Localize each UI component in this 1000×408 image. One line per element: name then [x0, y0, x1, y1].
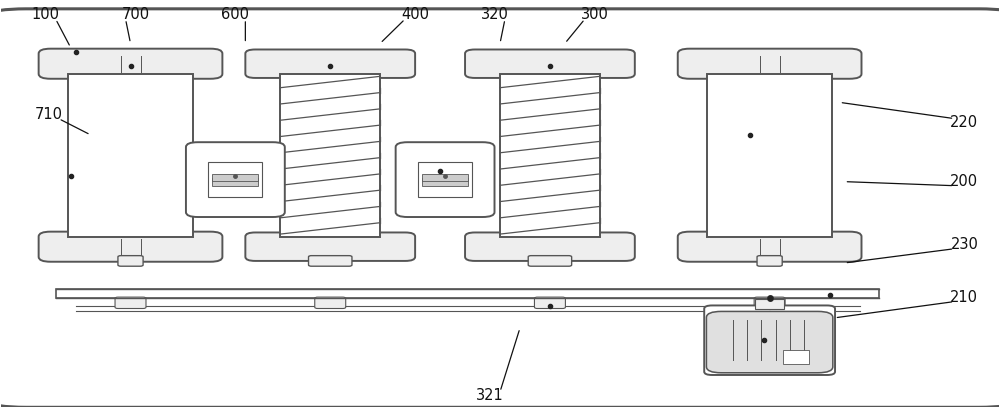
Text: 220: 220	[950, 115, 978, 130]
FancyBboxPatch shape	[528, 256, 572, 266]
FancyBboxPatch shape	[186, 142, 285, 217]
Bar	[212, 178, 258, 186]
Bar	[755, 299, 784, 309]
Text: 321: 321	[476, 388, 504, 404]
Bar	[208, 162, 262, 197]
FancyBboxPatch shape	[465, 233, 635, 261]
Text: 210: 210	[950, 290, 978, 305]
Text: 710: 710	[35, 107, 63, 122]
Text: 600: 600	[221, 7, 249, 22]
Text: 200: 200	[950, 174, 978, 189]
Text: 700: 700	[121, 7, 150, 22]
FancyBboxPatch shape	[396, 142, 495, 217]
Text: 400: 400	[401, 7, 429, 22]
FancyBboxPatch shape	[757, 256, 782, 266]
FancyBboxPatch shape	[315, 297, 346, 308]
FancyBboxPatch shape	[39, 232, 222, 262]
FancyBboxPatch shape	[115, 297, 146, 308]
Bar	[212, 173, 258, 182]
FancyBboxPatch shape	[245, 233, 415, 261]
FancyBboxPatch shape	[678, 49, 861, 79]
Bar	[68, 74, 193, 237]
Bar	[422, 173, 468, 182]
Bar	[56, 288, 879, 298]
FancyBboxPatch shape	[678, 232, 861, 262]
FancyBboxPatch shape	[39, 49, 222, 79]
FancyBboxPatch shape	[245, 49, 415, 78]
Bar	[500, 74, 600, 237]
Text: 230: 230	[950, 237, 978, 252]
Text: 100: 100	[32, 7, 60, 22]
FancyBboxPatch shape	[704, 306, 835, 375]
FancyBboxPatch shape	[706, 311, 833, 373]
Bar	[418, 162, 472, 197]
Bar	[783, 350, 809, 364]
FancyBboxPatch shape	[118, 256, 143, 266]
Text: 300: 300	[581, 7, 609, 22]
FancyBboxPatch shape	[534, 297, 565, 308]
FancyBboxPatch shape	[465, 49, 635, 78]
Bar	[707, 74, 832, 237]
FancyBboxPatch shape	[754, 297, 785, 308]
FancyBboxPatch shape	[0, 9, 1000, 407]
Bar	[422, 178, 468, 186]
Text: 320: 320	[481, 7, 509, 22]
Bar	[280, 74, 380, 237]
FancyBboxPatch shape	[309, 256, 352, 266]
